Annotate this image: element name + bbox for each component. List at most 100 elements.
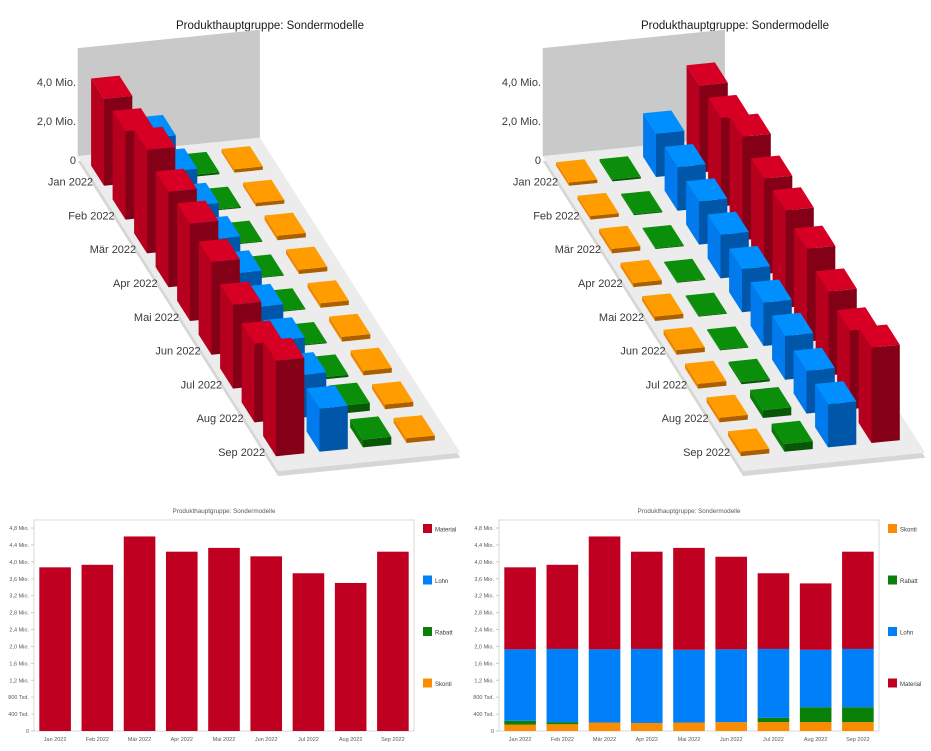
bar-top-face: [243, 179, 285, 203]
legend-swatch-skonti: [888, 524, 897, 533]
bar-lohn-m7: [799, 649, 832, 708]
bar-top-face: [112, 108, 154, 132]
bar-left-face: [772, 190, 786, 308]
bar-left-face: [621, 193, 634, 216]
bar-material-m5: [715, 556, 748, 650]
bar-rabatt-m8: [771, 420, 813, 452]
bar-left-face: [685, 363, 698, 389]
y-tick-label: 4,4 Mio.: [474, 543, 494, 549]
bar-front-face: [719, 414, 748, 423]
legend-label: Material: [900, 682, 921, 688]
bar-top-face: [307, 280, 349, 304]
bar-material-m3: [165, 551, 198, 731]
x-tick-label: Jan 2022: [509, 737, 532, 743]
bar-skonti-m7: [372, 381, 414, 410]
bar-front-face: [763, 407, 792, 418]
legend-label: Rabatt: [435, 631, 453, 637]
bar-front-face: [590, 213, 619, 220]
bar-rabatt-m7: [799, 707, 832, 723]
x-tick-label: Mär 2022: [593, 737, 616, 743]
bar-lohn-m0: [504, 649, 536, 721]
bar-front-face: [720, 346, 749, 351]
bar-front-face: [276, 358, 305, 457]
bar-front-face: [320, 374, 349, 380]
bar-left-face: [112, 110, 126, 220]
legend-swatch-lohn: [423, 575, 432, 585]
bar-lohn-m3: [630, 648, 663, 723]
bar-material-m8: [858, 324, 900, 443]
category-label: Feb 2022: [68, 210, 114, 222]
bar-top-face: [837, 307, 879, 331]
bar-material-m4: [208, 547, 240, 731]
bar-skonti-m1: [577, 192, 619, 220]
bar-top-face: [642, 225, 684, 249]
bar-top-face: [577, 192, 619, 216]
value-tick-label: 2,0 Mio.: [37, 116, 76, 128]
bar-skonti-m4: [673, 722, 705, 731]
bar-material-m3: [630, 551, 663, 649]
bar-left-face: [220, 284, 233, 389]
y-tick-label: 1,6 Mio.: [474, 661, 494, 667]
legend: Skonti Rabatt Lohn Material: [888, 524, 921, 688]
bar-front-face: [363, 367, 392, 376]
y-tick-label: 400 Tsd.: [8, 712, 29, 718]
bar-material-m2: [588, 536, 621, 650]
x-tick-label: Apr 2022: [171, 737, 193, 743]
bar-top-face: [686, 178, 728, 202]
bar-top-face: [707, 211, 749, 235]
bar-skonti-m3: [620, 259, 662, 288]
bar-left-face: [350, 419, 363, 448]
bar-left-face: [642, 227, 656, 249]
bar-front-face: [234, 166, 263, 173]
chart-title: Produkthauptgruppe: Sondermodelle: [641, 20, 829, 32]
bar-top-face: [707, 326, 749, 350]
bar-material-m8: [842, 551, 874, 649]
legend-swatch-material: [888, 678, 897, 688]
y-tick-label: 0: [26, 729, 29, 735]
legend-swatch-rabatt: [423, 627, 432, 636]
value-tick-label: 4,0 Mio.: [37, 77, 76, 89]
bar-top-face: [771, 420, 813, 444]
bar-lohn-m8: [815, 381, 857, 448]
bar-top-face: [372, 381, 414, 405]
bar-material-m8: [377, 551, 409, 731]
bar-top-face: [155, 168, 197, 192]
bar-left-face: [198, 241, 212, 355]
bar-skonti-m5: [663, 327, 705, 355]
bar-top-face: [134, 126, 176, 150]
bar-left-face: [599, 159, 613, 182]
bar-top-face: [350, 416, 392, 440]
legend-swatch-rabatt: [888, 575, 897, 585]
bar-front-face: [698, 312, 727, 317]
bar-material-m1: [81, 564, 114, 731]
bar-left-face: [686, 181, 699, 245]
bar-front-face: [406, 435, 435, 443]
bar-left-face: [264, 215, 278, 241]
bar-skonti-m4: [642, 293, 684, 321]
y-tick-label: 800 Tsd.: [8, 695, 29, 701]
bar-skonti-m8: [842, 722, 874, 731]
category-label: Mai 2022: [599, 312, 644, 324]
bar-material-m4: [673, 547, 705, 650]
bar-top-face: [620, 259, 662, 283]
y-tick-label: 1,6 Mio.: [9, 661, 29, 667]
x-tick-label: Jan 2022: [44, 737, 67, 743]
bar-lohn-m8: [842, 648, 874, 708]
chart-2d-bars: Produkthauptgruppe: Sondermodelle 4,8 Mi…: [2, 497, 464, 749]
bar-material-m6: [292, 573, 325, 731]
bar-left-face: [771, 423, 785, 452]
bar-front-face: [277, 232, 306, 241]
chart-title: Produkthauptgruppe: Sondermodelle: [637, 508, 741, 515]
bar-left-face: [728, 431, 741, 457]
y-tick-label: 1,2 Mio.: [474, 678, 494, 684]
plot-2d: 4,8 Mio. 4,4 Mio. 4,0 Mio. 3,6 Mio. 3,2 Mio.…: [473, 519, 880, 743]
bar-top-face: [241, 320, 283, 344]
category-label: Sep 2022: [218, 447, 265, 459]
x-tick-label: Jun 2022: [720, 737, 743, 743]
category-label: Apr 2022: [113, 278, 158, 290]
y-tick-label: 1,2 Mio.: [9, 678, 29, 684]
legend-label: Material: [435, 528, 456, 534]
category-label: Jan 2022: [48, 177, 93, 189]
bar-top-face: [794, 225, 836, 249]
bar-front-face: [341, 402, 370, 414]
